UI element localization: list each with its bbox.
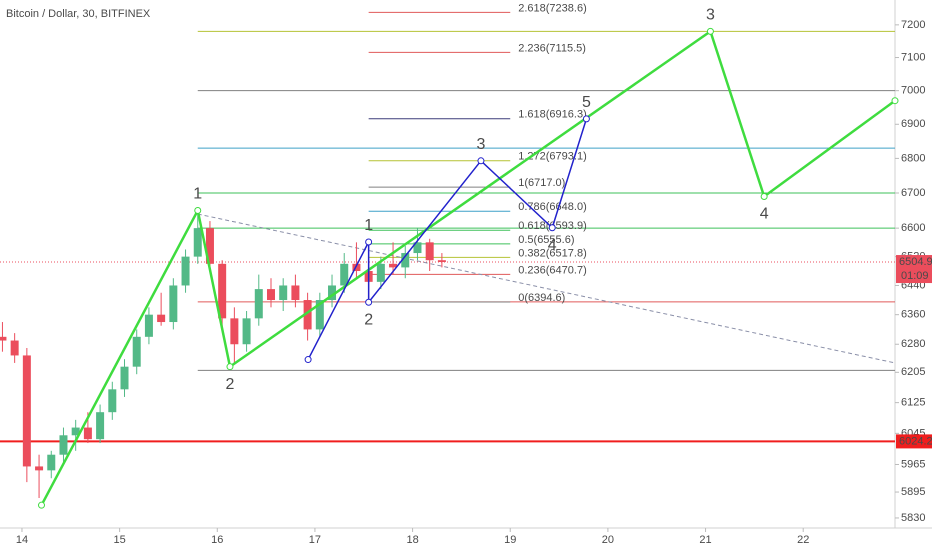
candle-body bbox=[59, 435, 68, 455]
wave-point bbox=[706, 27, 714, 35]
candle-body bbox=[401, 253, 410, 268]
wave-label: 3 bbox=[706, 7, 715, 24]
candle-body bbox=[181, 256, 190, 286]
candle-body bbox=[254, 289, 263, 319]
wave-label: 3 bbox=[476, 136, 485, 153]
x-tick-label: 18 bbox=[406, 534, 418, 546]
candle-body bbox=[35, 466, 44, 471]
candle-body bbox=[157, 314, 166, 323]
candle-body bbox=[132, 336, 141, 367]
candle-body bbox=[437, 260, 446, 263]
candle-body bbox=[169, 285, 178, 323]
wave-line bbox=[40, 29, 896, 506]
candle-body bbox=[328, 285, 337, 301]
y-tick-label: 5965 bbox=[901, 458, 925, 470]
fib-label: 2.618(7238.6) bbox=[518, 2, 587, 14]
countdown-label: 01:09 bbox=[901, 270, 929, 282]
wave-label: 2 bbox=[364, 311, 373, 328]
y-tick-label: 5895 bbox=[901, 486, 925, 498]
candle-body bbox=[266, 289, 275, 301]
x-tick-label: 14 bbox=[16, 534, 28, 546]
candle-body bbox=[218, 263, 227, 319]
candle-body bbox=[315, 300, 324, 330]
y-tick-label: 6360 bbox=[901, 309, 925, 321]
candle-body bbox=[22, 355, 31, 467]
wave-point bbox=[365, 298, 373, 306]
candle-body bbox=[120, 366, 129, 390]
candle-body bbox=[108, 389, 117, 413]
x-tick-label: 16 bbox=[211, 534, 223, 546]
candle-body bbox=[47, 454, 56, 471]
wave-label: 4 bbox=[760, 206, 769, 223]
y-tick-label: 5830 bbox=[901, 512, 925, 524]
wave-point bbox=[304, 356, 312, 364]
wave-label: 5 bbox=[582, 94, 591, 111]
wave-point bbox=[226, 363, 234, 371]
fib-label: 0(6394.6) bbox=[518, 292, 565, 304]
candle-body bbox=[389, 263, 398, 268]
candle-body bbox=[413, 242, 422, 254]
wave-point bbox=[38, 501, 46, 509]
y-tick-label: 6205 bbox=[901, 366, 925, 378]
candle-body bbox=[279, 285, 288, 301]
wave-point bbox=[365, 238, 373, 246]
candle-body bbox=[291, 285, 300, 301]
wave-point bbox=[548, 224, 556, 232]
x-tick-label: 17 bbox=[309, 534, 321, 546]
wave-label: 1 bbox=[364, 217, 373, 234]
y-tick-label: 6600 bbox=[901, 222, 925, 234]
fib-label: 0.236(6470.7) bbox=[518, 264, 587, 276]
x-tick-label: 19 bbox=[504, 534, 516, 546]
fib-label: 1(6717.0) bbox=[518, 177, 565, 189]
wave-point bbox=[194, 207, 202, 215]
candle-body bbox=[96, 412, 105, 440]
y-tick-label: 7100 bbox=[901, 51, 925, 63]
y-tick-label: 6800 bbox=[901, 152, 925, 164]
candle-body bbox=[352, 263, 361, 272]
fib-label: 0.382(6517.8) bbox=[518, 247, 587, 259]
candle-body bbox=[242, 318, 251, 345]
y-tick-label: 6900 bbox=[901, 118, 925, 130]
candle-body bbox=[71, 427, 80, 436]
fib-label: 2.236(7115.5) bbox=[518, 42, 586, 54]
wave-point bbox=[760, 192, 768, 200]
y-tick-label: 6700 bbox=[901, 187, 925, 199]
fib-label: 0.786(6648.0) bbox=[518, 201, 587, 213]
x-tick-label: 22 bbox=[797, 534, 809, 546]
support-label: 6024.2 bbox=[899, 435, 932, 447]
last-price-label: 6504.9 bbox=[899, 256, 932, 268]
y-tick-label: 7200 bbox=[901, 19, 925, 31]
x-tick-label: 20 bbox=[602, 534, 614, 546]
wave-label: 2 bbox=[226, 376, 235, 393]
y-tick-label: 6125 bbox=[901, 397, 925, 409]
wave-point bbox=[477, 157, 485, 165]
candle-body bbox=[10, 340, 19, 356]
candle-body bbox=[205, 228, 214, 264]
candle-body bbox=[83, 427, 92, 440]
wave-line bbox=[307, 118, 588, 360]
last-price-box bbox=[896, 255, 932, 284]
y-tick-label: 7000 bbox=[901, 85, 925, 97]
fib-label: 1.618(6916.3) bbox=[518, 109, 587, 121]
support-label-box bbox=[896, 434, 932, 449]
chart-title: Bitcoin / Dollar, 30, BITFINEX bbox=[6, 8, 151, 20]
x-tick-label: 15 bbox=[114, 534, 126, 546]
wave-point bbox=[891, 97, 899, 105]
candle-body bbox=[193, 228, 202, 257]
x-tick-label: 21 bbox=[699, 534, 711, 546]
wave-label: 4 bbox=[548, 237, 557, 254]
candle-body bbox=[376, 263, 385, 282]
wave-label: 1 bbox=[193, 186, 202, 203]
candle-body bbox=[0, 336, 7, 341]
candle-body bbox=[144, 314, 153, 337]
candle-body bbox=[425, 242, 434, 261]
candle-body bbox=[303, 300, 312, 330]
candle-body bbox=[230, 318, 239, 345]
wave-point bbox=[582, 115, 590, 123]
candle-body bbox=[340, 263, 349, 286]
y-tick-label: 6280 bbox=[901, 338, 925, 350]
fib-label: 0.5(6555.6) bbox=[518, 234, 574, 246]
